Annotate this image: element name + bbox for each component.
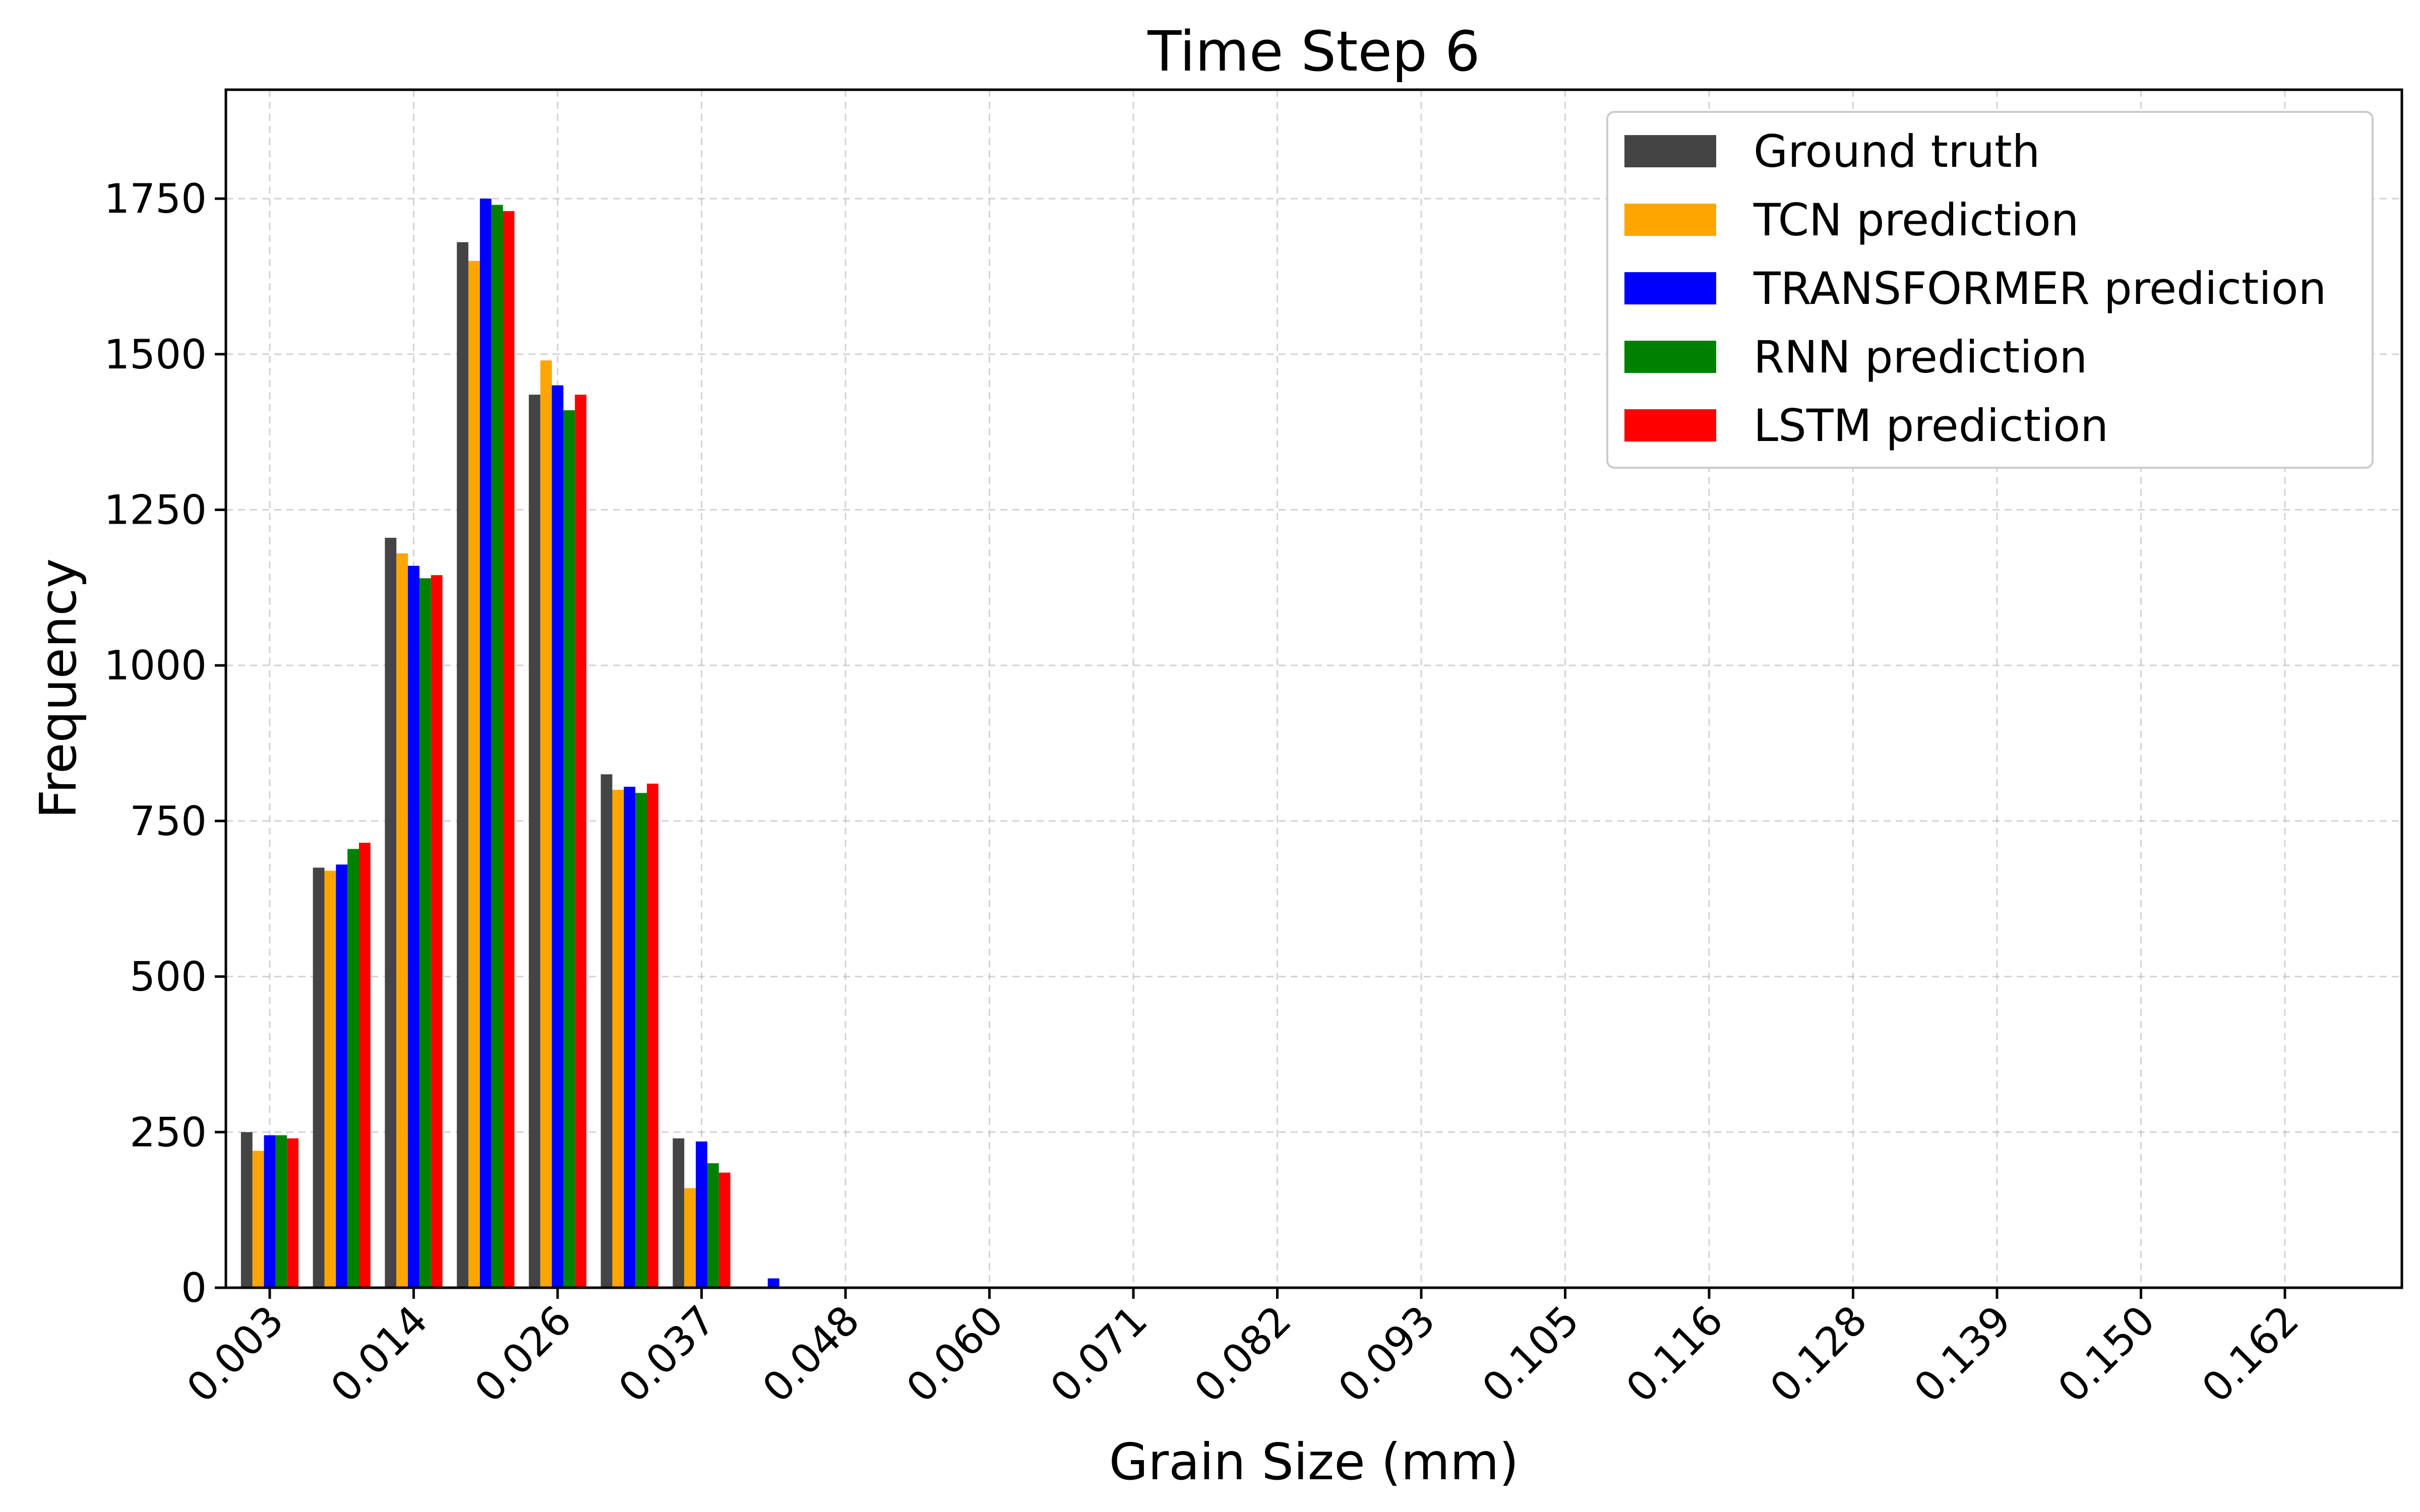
bar [684,1188,696,1288]
y-axis-label: Frequency [29,558,88,819]
x-tick-label: 0.150 [2049,1297,2164,1412]
y-tick-label: 500 [130,954,207,1000]
bar [359,843,371,1288]
bar [347,849,359,1288]
x-tick-label: 0.071 [1042,1297,1157,1412]
x-tick-label: 0.162 [2193,1297,2308,1412]
x-axis-label: Grain Size (mm) [1109,1432,1519,1491]
x-tick-label: 0.105 [1473,1297,1588,1412]
legend-swatch [1624,409,1716,442]
bar [503,211,515,1288]
legend-swatch [1624,135,1716,167]
legend-swatch [1624,272,1716,304]
x-tick-label: 0.116 [1617,1297,1732,1412]
legend-box [1606,111,2374,469]
x-tick-label: 0.128 [1761,1297,1876,1412]
bar [324,870,336,1288]
y-tick-label: 0 [181,1265,207,1311]
bar [457,242,468,1288]
x-tick-label: 0.093 [1329,1297,1444,1412]
legend-label: Ground truth [1753,125,2040,177]
x-tick-label: 0.082 [1185,1297,1300,1412]
bar [575,395,587,1288]
bar [479,199,492,1288]
bar [624,786,636,1288]
y-tick-label: 250 [130,1109,207,1156]
bar [419,578,431,1288]
x-axis: 0.003 0.014 0.026 0.037 0.048 0.060 0.071 0.082… [178,1288,2308,1411]
bar [540,360,552,1288]
x-tick-label: 0.003 [178,1297,293,1412]
bar [336,864,348,1288]
bar [287,1138,299,1288]
bar [385,538,397,1288]
bar [408,565,419,1288]
bar [635,793,647,1288]
bar [528,395,540,1288]
bar [431,575,443,1288]
y-tick-label: 1500 [104,331,207,378]
bar [252,1151,264,1288]
bar [696,1141,707,1288]
bar [468,261,480,1288]
bar [718,1172,731,1288]
bars [240,199,779,1288]
y-tick-label: 1750 [104,175,207,222]
x-tick-label: 0.048 [754,1297,869,1412]
legend: Ground truth TCN prediction TRANSFORMER pr… [1606,111,2374,469]
bar [767,1278,779,1288]
bar [552,385,564,1288]
legend-swatch [1624,204,1716,236]
bar [313,867,325,1288]
x-tick-label: 0.037 [610,1297,724,1412]
legend-label: TRANSFORMER prediction [1753,263,2326,314]
bar [673,1138,685,1288]
chart-title: Time Step 6 [1147,19,1480,84]
legend-label: LSTM prediction [1753,400,2108,452]
plot-frame [224,88,2403,1289]
bar [707,1163,719,1288]
bar [563,410,575,1288]
x-tick-label: 0.026 [466,1297,581,1412]
x-tick-label: 0.060 [897,1297,1012,1412]
bar [275,1135,287,1288]
bar [612,790,624,1288]
bar [491,205,503,1288]
x-tick-label: 0.014 [322,1297,437,1412]
y-axis: 0 250 500 750 1000 1250 1500 1750 [104,175,226,1311]
bar [264,1135,276,1288]
y-tick-label: 750 [130,798,207,845]
legend-swatch [1624,341,1716,373]
y-tick-label: 1000 [104,642,207,689]
x-tick-label: 0.139 [1905,1297,2020,1412]
legend-label: RNN prediction [1753,331,2087,383]
bar [600,774,613,1288]
bar [240,1132,253,1288]
y-tick-label: 1250 [104,486,207,533]
legend-label: TCN prediction [1753,194,2079,246]
bar [396,553,408,1288]
bar [647,783,658,1288]
